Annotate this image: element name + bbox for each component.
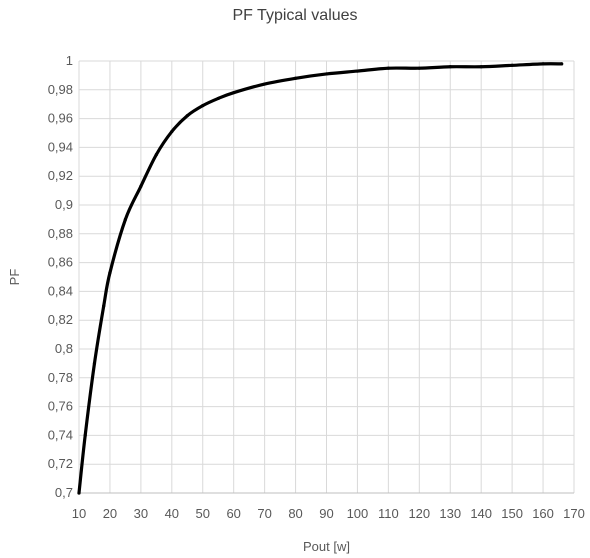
x-tick-label: 50 xyxy=(196,506,210,521)
x-tick-label: 70 xyxy=(257,506,271,521)
series-layer xyxy=(77,62,564,495)
pf-data-point xyxy=(123,217,128,221)
pf-data-point xyxy=(560,62,564,66)
pf-data-point xyxy=(92,361,97,365)
y-tick-label: 0,78 xyxy=(48,370,73,385)
y-tick-label: 0,74 xyxy=(48,427,73,442)
pf-data-point xyxy=(417,66,421,70)
pf-data-point xyxy=(510,63,514,67)
y-tick-label: 0,96 xyxy=(48,111,73,126)
x-tick-labels: 10 20 30 40 50 60 70 80 90 100 110 120 130 140 150 160 1… xyxy=(72,506,585,521)
pf-data-point xyxy=(201,104,205,108)
x-tick-label: 10 xyxy=(72,506,86,521)
y-tick-label: 0,98 xyxy=(48,82,73,97)
y-tick-label: 0,8 xyxy=(55,341,73,356)
x-tick-label: 110 xyxy=(378,506,399,521)
y-tick-label: 0,9 xyxy=(55,197,73,212)
pf-data-point xyxy=(386,66,390,70)
pf-data-point xyxy=(232,91,236,95)
pf-data-point xyxy=(108,271,112,275)
y-tick-label: 0,88 xyxy=(48,226,73,241)
x-axis-title: Pout [w] xyxy=(303,539,350,554)
x-tick-label: 40 xyxy=(165,506,179,521)
x-tick-label: 30 xyxy=(134,506,148,521)
y-tick-label: 0,86 xyxy=(48,255,73,270)
y-tick-label: 0,7 xyxy=(55,485,73,500)
pf-data-point xyxy=(479,65,483,69)
y-tick-label: 0,84 xyxy=(48,283,73,298)
pf-data-point xyxy=(185,114,189,118)
x-tick-label: 160 xyxy=(532,506,554,521)
y-tick-labels: 0,7 0,72 0,74 0,76 0,78 0,8 0,82 0,84 0,86 0,88 0,… xyxy=(48,53,73,500)
x-tick-label: 130 xyxy=(439,506,461,521)
pf-data-point xyxy=(263,82,267,86)
x-tick-label: 150 xyxy=(501,506,523,521)
pf-data-point xyxy=(216,96,220,101)
x-tick-label: 60 xyxy=(226,506,240,521)
pf-data-point xyxy=(83,433,87,437)
y-tick-label: 0,92 xyxy=(48,168,73,183)
pf-data-point xyxy=(324,72,329,76)
x-tick-label: 20 xyxy=(103,506,117,521)
x-tick-label: 100 xyxy=(347,506,369,521)
x-tick-label: 170 xyxy=(563,506,585,521)
x-tick-label: 140 xyxy=(470,506,492,521)
pf-data-point xyxy=(139,184,143,188)
pf-data-point xyxy=(102,304,106,308)
pf-data-point xyxy=(154,153,158,157)
chart-title: PF Typical values xyxy=(232,7,358,24)
y-axis-title: PF xyxy=(7,269,22,286)
pf-series-line xyxy=(77,62,564,495)
y-tick-label: 0,76 xyxy=(48,399,73,414)
pf-data-point xyxy=(355,69,360,73)
x-tick-label: 80 xyxy=(288,506,302,521)
grid-lines xyxy=(78,60,575,494)
x-tick-label: 90 xyxy=(319,506,333,521)
pf-data-point xyxy=(77,491,81,495)
pf-data-point xyxy=(448,65,452,69)
pf-data-point xyxy=(293,76,298,80)
y-tick-label: 0,82 xyxy=(48,312,73,327)
x-tick-label: 120 xyxy=(408,506,430,521)
y-tick-label: 1 xyxy=(66,53,73,68)
y-tick-label: 0,94 xyxy=(48,139,73,154)
pf-data-point xyxy=(541,62,545,66)
pf-data-point xyxy=(170,129,174,134)
y-tick-label: 0,72 xyxy=(48,456,73,471)
